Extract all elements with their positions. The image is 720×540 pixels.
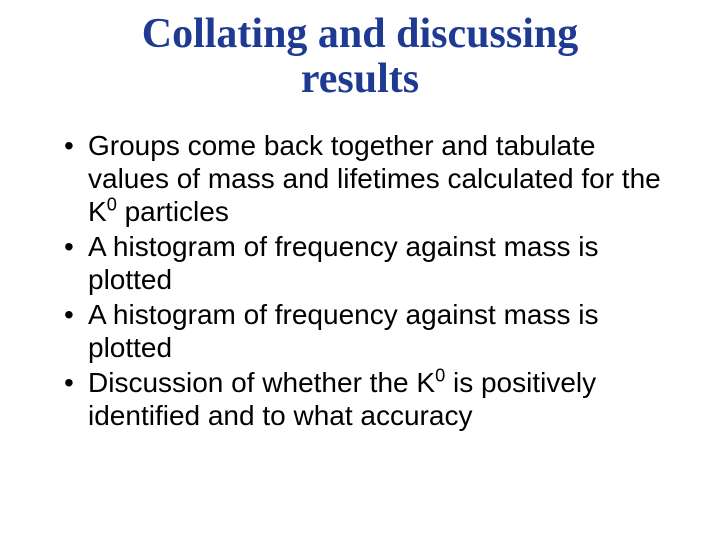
bullet-text-pre: A histogram of frequency against mass is… (88, 299, 598, 363)
slide-title: Collating and discussing results (36, 12, 684, 103)
bullet-text-pre: Discussion of whether the K (88, 367, 435, 398)
bullet-text-pre: A histogram of frequency against mass is… (88, 231, 598, 295)
list-item: Discussion of whether the K0 is positive… (64, 366, 684, 432)
bullet-text-post: particles (117, 196, 229, 227)
superscript: 0 (107, 194, 117, 214)
list-item: A histogram of frequency against mass is… (64, 298, 684, 364)
bullet-list: Groups come back together and tabulate v… (36, 129, 684, 432)
list-item: Groups come back together and tabulate v… (64, 129, 684, 228)
list-item: A histogram of frequency against mass is… (64, 230, 684, 296)
superscript: 0 (435, 366, 445, 386)
slide: Collating and discussing results Groups … (0, 0, 720, 540)
